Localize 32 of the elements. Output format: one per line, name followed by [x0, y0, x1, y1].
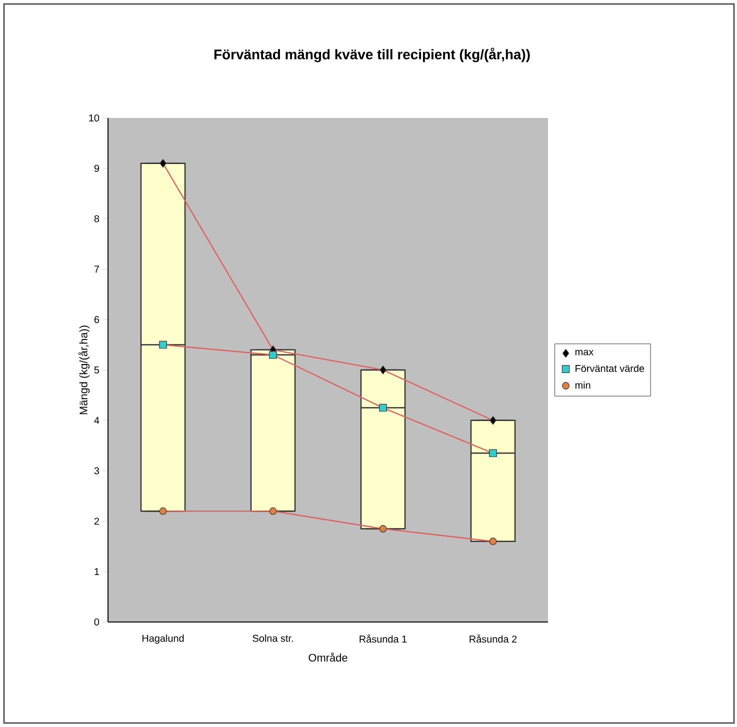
- y-tick-label: 1: [94, 568, 100, 576]
- chart-title: Förväntad mängd kväve till recipient (kg/(år,ha)): [214, 48, 530, 62]
- y-tick-label: 5: [94, 366, 100, 374]
- point: [160, 159, 166, 168]
- point: [159, 507, 167, 515]
- point: [159, 340, 167, 349]
- y-tick-label: 3: [94, 467, 100, 474]
- y-tick-label: 4: [94, 416, 100, 424]
- point: [379, 525, 387, 532]
- point: [379, 404, 387, 412]
- point: [269, 507, 277, 515]
- x-axis-title: Område: [308, 652, 348, 662]
- point: [489, 449, 497, 458]
- y-tick-label: 6: [94, 316, 100, 324]
- y-tick-label: 8: [94, 215, 100, 222]
- point: [489, 538, 497, 546]
- legend-label: min: [575, 381, 590, 389]
- point: [380, 366, 386, 374]
- x-tick-label: Solna str.: [252, 634, 293, 642]
- y-tick-label: 9: [94, 164, 100, 172]
- y-axis-title: Mängd (kg/(år,ha)): [78, 326, 90, 414]
- x-tick-label: Råsunda 2: [470, 634, 517, 643]
- y-tick-label: 7: [94, 266, 99, 273]
- legend-label: Förväntat värde: [576, 364, 644, 372]
- legend-label: max: [575, 350, 594, 356]
- y-tick-label: 2: [94, 518, 99, 525]
- y-tick-label: 0: [94, 618, 100, 626]
- point: [269, 350, 277, 359]
- y-tick-label: 10: [89, 114, 100, 122]
- x-tick-label: Hagalund: [142, 634, 184, 644]
- point: [490, 416, 496, 425]
- x-tick-label: Råsunda 1: [360, 634, 407, 643]
